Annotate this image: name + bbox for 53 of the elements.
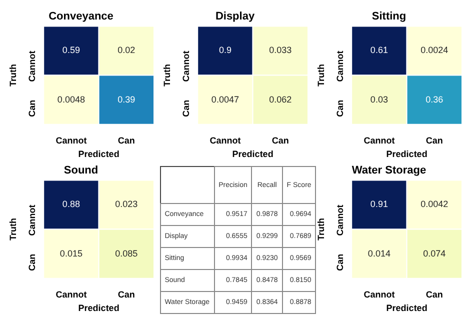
data-label: 0.9 <box>218 45 232 56</box>
data-label: 0.02 <box>118 45 136 56</box>
data-label: 0.074 <box>423 248 446 258</box>
y-tick-label: Can <box>27 254 38 271</box>
y-tick-label: Can <box>335 100 346 117</box>
y-axis-title: Truth <box>162 64 172 87</box>
x-tick-label: Cannot <box>56 289 87 300</box>
data-label: 0.61 <box>370 45 388 56</box>
data-label: 0.033 <box>269 45 292 56</box>
x-tick-label: Cannot <box>56 135 87 146</box>
chart-title: Sound <box>64 164 98 177</box>
x-axis-title: Predicted <box>78 303 120 314</box>
data-label: 0.023 <box>115 199 138 210</box>
y-tick-label: Cannot <box>27 50 38 82</box>
chart-title: Sitting <box>372 10 406 23</box>
data-label: 0.0042 <box>420 199 448 210</box>
x-tick-label: Cannot <box>364 135 395 146</box>
y-tick-label: Cannot <box>335 204 346 236</box>
y-axis-title: Truth <box>8 218 18 241</box>
data-label: 0.39 <box>118 94 136 104</box>
x-tick-label: Cannot <box>364 289 395 300</box>
x-tick-label: Can <box>118 289 135 300</box>
y-tick-label: Can <box>335 254 346 271</box>
data-label: 0.062 <box>269 94 292 104</box>
data-label: 0.0047 <box>211 94 239 104</box>
data-label: 0.03 <box>370 94 388 104</box>
x-axis-title: Predicted <box>386 303 428 314</box>
data-label: 0.88 <box>62 199 80 210</box>
data-label: 0.59 <box>62 45 80 56</box>
x-tick-label: Can <box>426 135 443 146</box>
x-axis-title: Predicted <box>386 149 428 160</box>
data-label: 0.0048 <box>57 94 85 104</box>
y-tick-label: Cannot <box>27 204 38 236</box>
chart-title: Water Storage <box>352 164 426 177</box>
x-tick-label: Can <box>118 135 135 146</box>
x-axis-title: Predicted <box>78 149 120 160</box>
chart-title: Conveyance <box>48 10 114 23</box>
data-label: 0.085 <box>115 248 138 258</box>
x-tick-label: Can <box>272 135 289 146</box>
y-tick-label: Cannot <box>335 50 346 82</box>
data-label: 0.36 <box>426 94 444 104</box>
data-label: 0.014 <box>368 248 390 258</box>
y-axis-title: Truth <box>316 218 326 241</box>
data-label: 0.015 <box>60 248 82 258</box>
x-tick-label: Can <box>426 289 443 300</box>
data-label: 0.91 <box>370 199 388 210</box>
y-tick-label: Can <box>27 100 38 117</box>
x-tick-label: Cannot <box>210 135 241 146</box>
y-axis-title: Truth <box>316 64 326 87</box>
chart-title: Display <box>215 10 256 23</box>
x-axis-title: Predicted <box>232 149 274 160</box>
data-label: 0.0024 <box>420 45 448 56</box>
y-axis-title: Truth <box>8 64 18 87</box>
